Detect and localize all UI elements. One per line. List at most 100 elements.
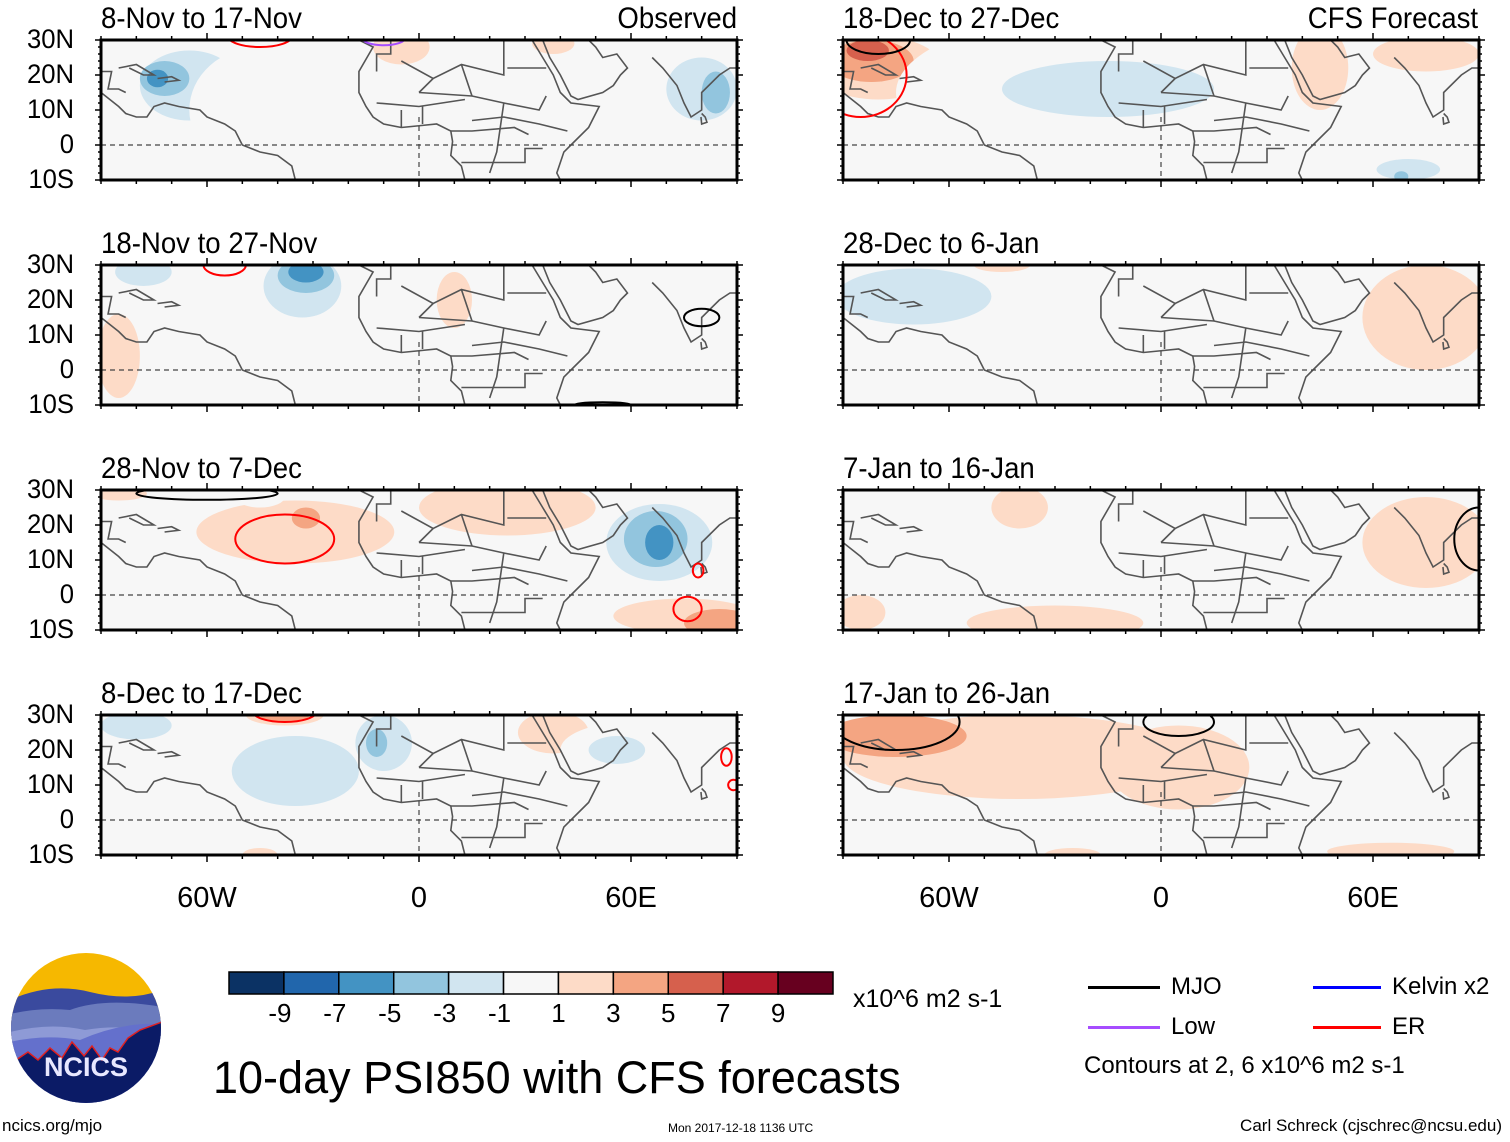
coastline bbox=[1273, 490, 1343, 630]
coastline bbox=[1442, 112, 1450, 126]
coastline bbox=[1442, 337, 1450, 351]
legend-label-er: ER bbox=[1392, 1013, 1426, 1040]
contour-er bbox=[234, 513, 336, 565]
coastline bbox=[101, 70, 127, 94]
negative-anomaly-region bbox=[101, 715, 172, 740]
legend-line-low bbox=[1088, 1026, 1160, 1029]
coastline bbox=[1202, 514, 1215, 547]
legend-label-mjo: MJO bbox=[1171, 973, 1222, 1000]
colorbar-swatch bbox=[502, 971, 560, 995]
x-tick-label: 60W bbox=[177, 882, 237, 914]
coastline bbox=[450, 801, 529, 811]
coastline bbox=[1160, 752, 1176, 769]
coastline bbox=[1160, 766, 1289, 786]
coastline bbox=[1192, 351, 1271, 361]
contour-layer bbox=[843, 715, 1215, 751]
coastline bbox=[488, 552, 505, 624]
legend-line-er bbox=[1313, 1026, 1381, 1029]
y-tick-label: 10S bbox=[28, 389, 74, 419]
negative-anomaly-region bbox=[931, 837, 1002, 855]
colorbar-swatch bbox=[612, 971, 670, 995]
panel-title: 18-Dec to 27-Dec bbox=[843, 2, 1060, 35]
y-tick-label: 10N bbox=[26, 319, 74, 349]
coastline bbox=[531, 490, 601, 630]
contour-low bbox=[361, 40, 406, 47]
negative-anomaly-region bbox=[701, 71, 730, 114]
coastline bbox=[1160, 316, 1289, 336]
coastline bbox=[1117, 490, 1134, 522]
map-panel bbox=[837, 483, 1485, 637]
coastline bbox=[471, 341, 568, 357]
coastline bbox=[1192, 801, 1271, 811]
coastline bbox=[700, 562, 708, 576]
coastline bbox=[375, 715, 392, 747]
coastline bbox=[1393, 506, 1479, 569]
negative-anomaly-region bbox=[1341, 567, 1370, 595]
x-tick-label: 60W bbox=[919, 882, 979, 914]
coastline bbox=[1273, 40, 1343, 180]
positive-anomaly-region bbox=[532, 40, 575, 54]
coastline bbox=[843, 70, 869, 94]
coastline bbox=[376, 98, 466, 108]
positive-anomaly-region bbox=[101, 490, 147, 501]
site-url[interactable]: ncics.org/mjo bbox=[2, 1116, 103, 1135]
positive-anomaly-region bbox=[436, 272, 473, 328]
negative-anomaly-region bbox=[1079, 279, 1137, 321]
coastline bbox=[450, 576, 529, 586]
y-tick-label: 20N bbox=[26, 284, 74, 314]
y-tick-label: 10S bbox=[28, 839, 74, 869]
y-tick-label: 30N bbox=[26, 699, 74, 729]
coastline bbox=[488, 777, 505, 849]
contour-mjo bbox=[135, 490, 279, 501]
coastline bbox=[1160, 77, 1176, 94]
coastline bbox=[101, 766, 297, 855]
map-panel bbox=[837, 258, 1485, 412]
coastlines bbox=[101, 490, 737, 630]
y-tick-label: 10S bbox=[28, 614, 74, 644]
coastline bbox=[471, 791, 568, 807]
timestamp: Mon 2017-12-18 1136 UTC bbox=[668, 1121, 814, 1135]
colorbar-swatch bbox=[722, 971, 779, 995]
contour-er bbox=[843, 40, 908, 118]
y-tick-label: 10N bbox=[26, 94, 74, 124]
coastline bbox=[1117, 715, 1134, 747]
colorbar bbox=[228, 971, 834, 995]
legend-line-kelvin bbox=[1313, 986, 1381, 989]
y-tick-label: 0 bbox=[59, 354, 74, 384]
coastline bbox=[1213, 341, 1310, 357]
colorbar-swatch bbox=[392, 971, 450, 995]
coastline bbox=[860, 288, 899, 301]
coastline bbox=[376, 548, 466, 558]
contour-er bbox=[228, 40, 292, 48]
colorbar-tick-label: 9 bbox=[770, 998, 786, 1028]
positive-anomaly-region bbox=[101, 314, 140, 398]
coastline bbox=[1213, 566, 1310, 582]
coastline bbox=[1192, 126, 1271, 136]
coastline bbox=[1160, 527, 1176, 544]
positive-anomaly-region bbox=[991, 490, 1048, 529]
panel-tag-observed: Observed bbox=[617, 2, 737, 35]
coastline bbox=[101, 520, 127, 544]
anomaly-layer bbox=[843, 490, 1479, 630]
coastlines bbox=[101, 715, 737, 855]
coastline bbox=[843, 316, 1039, 405]
colorbar-tick-label: -7 bbox=[323, 998, 347, 1028]
legend-line-mjo bbox=[1088, 986, 1160, 989]
contour-er bbox=[253, 715, 317, 723]
coastline bbox=[118, 288, 157, 301]
coastline bbox=[118, 63, 157, 76]
x-tick-label: 0 bbox=[1152, 882, 1170, 914]
panel-title: 17-Jan to 26-Jan bbox=[843, 677, 1051, 710]
negative-anomaly-region bbox=[1376, 159, 1441, 180]
negative-anomaly-region bbox=[231, 736, 359, 806]
coastline bbox=[1118, 98, 1208, 108]
coastline bbox=[418, 77, 434, 94]
positive-anomaly-region bbox=[966, 605, 1144, 630]
positive-anomaly-region bbox=[291, 507, 321, 529]
coastline bbox=[1118, 773, 1208, 783]
legend-label-low: Low bbox=[1171, 1013, 1216, 1040]
coastlines bbox=[101, 40, 737, 180]
coastline bbox=[1230, 102, 1247, 174]
y-tick-label: 20N bbox=[26, 59, 74, 89]
coastline bbox=[1283, 265, 1371, 326]
